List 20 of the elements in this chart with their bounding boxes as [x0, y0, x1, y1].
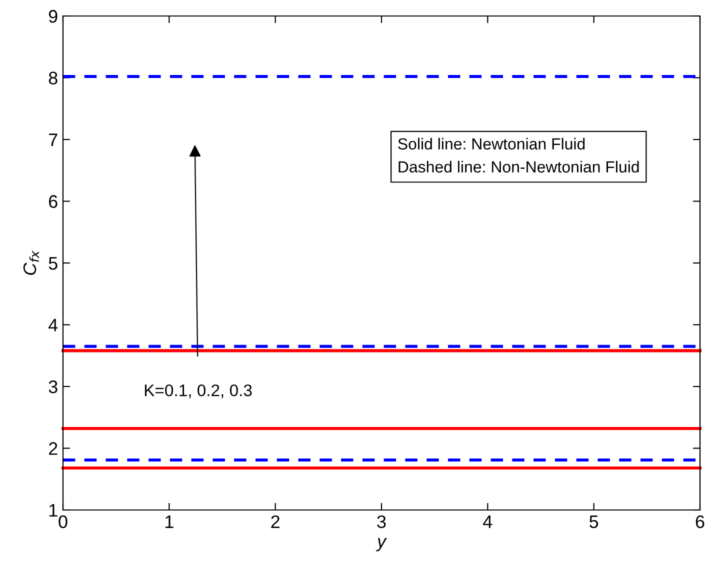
x-tick-label: 1 [166, 516, 174, 528]
y-tick-label: 3 [48, 380, 58, 394]
y-tick-label: 4 [48, 318, 58, 332]
x-tick-label: 3 [377, 515, 386, 528]
y-tick-label: 7 [49, 134, 58, 146]
annotation: Solid line: Newtonian Fluid Dashed line: Non-Newtonian Fluid [398, 138, 639, 173]
annotation: K=0.1, 0.2, 0.3 [144, 384, 252, 398]
y-tick-label: 5 [48, 257, 58, 270]
x-tick-label: 5 [590, 516, 598, 528]
y-tick-label: 1 [49, 504, 58, 517]
x-tick-label: 2 [271, 515, 280, 528]
y-tick-label: 2 [49, 442, 58, 455]
y-tick-label: 6 [49, 195, 58, 208]
x-tick-label: 0 [58, 515, 68, 528]
y-tick-label: 9 [48, 10, 58, 23]
x-tick-label: 4 [483, 516, 492, 528]
y-axis-title: C$_{fx}$ [23, 250, 39, 275]
y-tick-label: 8 [48, 72, 58, 84]
x-tick-label: 6 [696, 515, 704, 528]
x-axis-title: y [376, 538, 387, 552]
